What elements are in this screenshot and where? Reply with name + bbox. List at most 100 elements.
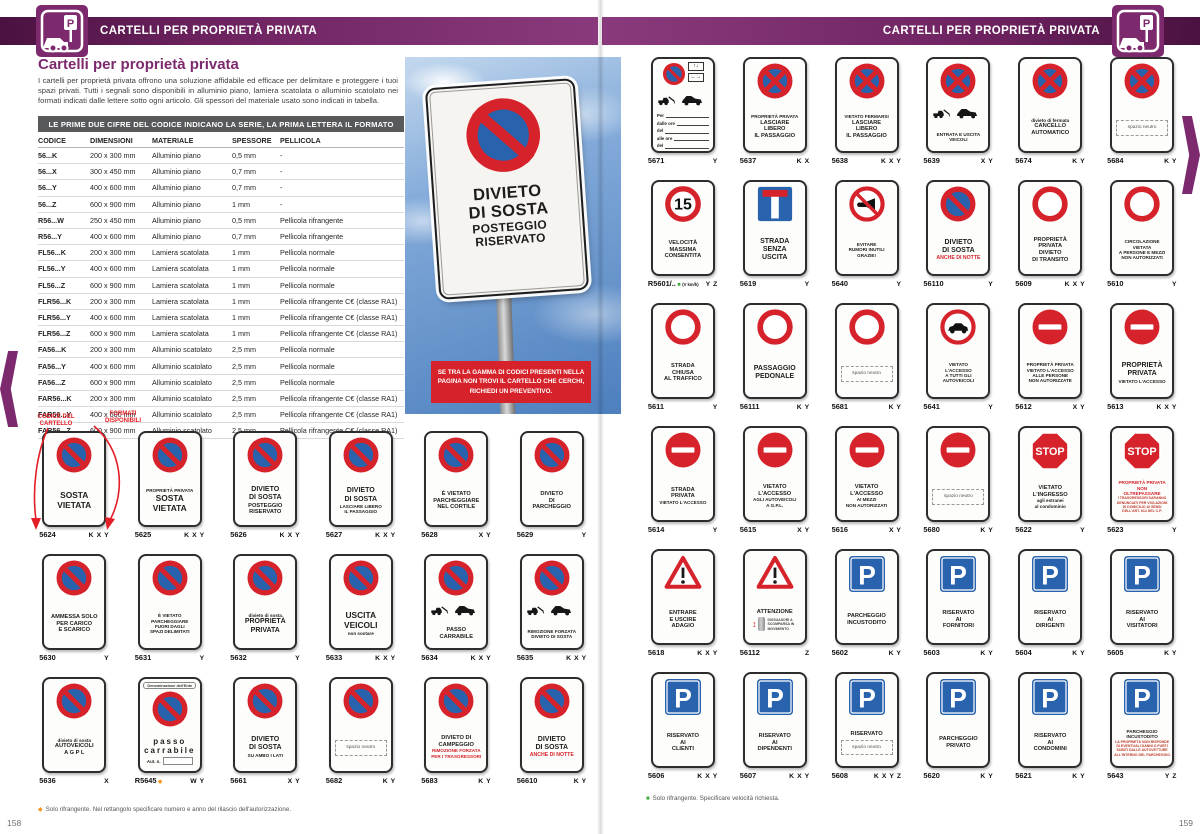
- sign-formats: Z: [804, 650, 810, 657]
- spec-cell: -: [280, 196, 404, 213]
- np-sign-icon: [533, 559, 571, 602]
- spec-cell: Pellicola rifrangente C€ (classe RA1): [280, 293, 404, 310]
- sign-line: DIVIETO: [251, 486, 280, 494]
- sign-text: spazio neutro: [839, 351, 895, 395]
- sign-code-row: 5682 K Y: [326, 776, 396, 785]
- sign-card: EVITARE RUMORI INUTILI GRAZIE! 5640 Y: [828, 180, 906, 303]
- sign-text: divieto di fermata CANCELLO AUTOMATICO: [1022, 105, 1078, 149]
- sign-line: USCITA: [761, 254, 788, 262]
- nx-sign-icon: [1031, 62, 1069, 105]
- fill-in-line: del: [657, 143, 709, 148]
- sign-line: VIETATO FERMARSI: [844, 114, 889, 120]
- park-sign-icon: P: [663, 677, 703, 722]
- svg-text:P: P: [1041, 683, 1059, 713]
- spec-cell: Alluminio piano: [152, 163, 232, 181]
- sign-face: EVITARE RUMORI INUTILI GRAZIE!: [834, 180, 899, 276]
- sign-line: VISITATORI: [1126, 623, 1158, 630]
- sign-text: spazio neutro: [930, 474, 986, 518]
- sign-line: PROPRIETÀ PRIVATA: [1118, 480, 1166, 486]
- sign-line: PER CARICO: [56, 620, 93, 627]
- sign-code-row: R5645 ◆ W Y: [135, 776, 205, 785]
- sign-code: 56610: [516, 776, 538, 785]
- sign-formats: Y: [295, 655, 301, 662]
- sign-line: al condominio: [1034, 503, 1066, 509]
- sign-card: SOSTA VIETATA 5624 K X Y: [35, 431, 114, 554]
- sign-code-row: 5606 K X Y: [648, 771, 718, 780]
- sign-text: spazio neutro: [333, 725, 389, 769]
- sign-card: STOP PROPRIETÀ PRIVATA NON OLTREPASSARE I TR…: [1103, 426, 1181, 549]
- sign-face: P PARCHEGGIO PRIVATO: [926, 672, 991, 768]
- sign-code-row: 5607 K X Y: [740, 771, 810, 780]
- sign-card: DIVIETO DI SOSTA LASCIARE LIBERO IL PASSAGG…: [322, 431, 401, 554]
- sign-text: ENTRATA E USCITA VEICOLI: [930, 125, 986, 149]
- sign-code-group: 5609: [1015, 279, 1031, 288]
- sign-formats: K X Y: [789, 773, 810, 780]
- sign-formats: K X: [796, 158, 810, 165]
- sign-line: È VIETATO: [158, 613, 182, 619]
- spec-cell: 56...X: [38, 163, 90, 181]
- sign-code-group: 5619: [740, 279, 756, 288]
- sign-card: PASSO CARRABILE 5634 K X Y: [417, 554, 496, 677]
- sign-code-row: 5616 X Y: [832, 525, 902, 534]
- sign-formats: Y: [1171, 527, 1178, 534]
- spec-table-row: R56...Y 400 x 600 mm Alluminio piano 0,7 mm…: [38, 228, 404, 246]
- sign-line: A G.P.L.: [766, 502, 784, 508]
- sign-face: spazio neutro: [1110, 57, 1175, 153]
- sign-line: SUBITI DALLE AUTOVETTURE: [1116, 748, 1168, 753]
- sign-code-row: 5614 Y: [648, 525, 718, 534]
- tow-truck-icon: [657, 93, 709, 111]
- sign-text: VIETATO FERMARSI LASCIARE LIBERO IL PASSAGG…: [839, 105, 895, 149]
- sign-code-group: 5614: [648, 525, 664, 534]
- sign-code: 5609: [1015, 279, 1032, 288]
- sign-face: SOSTA VIETATA: [42, 431, 107, 527]
- sign-face: DIVIETO DI CAMPEGGIO RIMOZIONE FORZATA PER …: [424, 677, 489, 773]
- sign-formats: Y: [1171, 281, 1178, 288]
- sign-code: 5634: [421, 653, 438, 662]
- sign-code-group: 5611: [648, 402, 664, 411]
- sign-line: ANCHE DI NOTTE: [936, 255, 981, 262]
- sign-line: PASSAGGIO: [753, 364, 796, 372]
- sign-formats: K X Y: [1064, 281, 1086, 288]
- sign-line: DIVIETO: [251, 736, 280, 744]
- sign-code-group: 5602: [832, 648, 848, 657]
- sign-face: AMMESSA SOLO PER CARICO E SCARICO: [42, 554, 107, 650]
- sign-line: VEICOLI: [343, 620, 378, 631]
- sign-formats: Y: [712, 158, 718, 165]
- sign-code-group: 5625: [135, 530, 151, 539]
- sign-face: P RISERVATO AI CLIENTI: [650, 672, 715, 768]
- sign-text: PROPRIETÀ PRIVATA DIVIETO DI TRANSITO: [1022, 228, 1078, 272]
- np-sign-icon: [55, 682, 93, 725]
- sign-line: CANCELLO: [1034, 122, 1067, 129]
- sign-card: DIVIETO DI SOSTA ANCHE DI NOTTE 56110 Y: [920, 180, 998, 303]
- ne-sign-icon: [1031, 308, 1069, 351]
- sign-text: PASSO CARRABILE: [428, 622, 484, 646]
- sign-text: divieto di sosta PROPRIETÀ PRIVATA: [237, 602, 293, 646]
- sign-formats: Y Z: [705, 281, 718, 288]
- sign-code-row: 5624 K X Y: [39, 530, 109, 539]
- sign-face: P RISERVATO AI VISITATORI: [1110, 549, 1175, 645]
- sign-line: DI SOSTA: [535, 743, 569, 751]
- sign-face: RIMOZIONE FORZATA DIVIETO DI SOSTA: [519, 554, 584, 650]
- sign-face: VIETATO L'ACCESSO A TUTTI GLI AUTOVEICOLI: [926, 303, 991, 399]
- sign-line: CAMPEGGIO: [438, 741, 474, 748]
- np-sign-icon: [533, 682, 571, 725]
- sign-card: PROPRIETÀ PRIVATA VIETATO L'ACCESSO 5613 K X…: [1103, 303, 1181, 426]
- sign-line: DENUNCIATI PER VIOLAZIONI: [1116, 500, 1168, 505]
- sign-code-group: R5645 ◆: [135, 776, 163, 785]
- nx-sign-icon: [1123, 62, 1161, 105]
- sign-text: DIVIETO DI SOSTA ANCHE DI NOTTE: [930, 228, 986, 272]
- sign-line: RISERVATO: [666, 732, 699, 739]
- spec-cell: Lamiera scatolata: [152, 277, 232, 294]
- sign-formats: K X Y: [279, 532, 301, 539]
- sign-code: 5661: [230, 776, 247, 785]
- sign-text: ATTENZIONE ↕ DISSUASORI A SCOMPARSA IN MOV…: [747, 599, 803, 641]
- sign-code-group: 5618: [648, 648, 664, 657]
- spec-table-row: 56...Z 600 x 900 mm Alluminio piano 1 mm -: [38, 196, 404, 213]
- tow-truck-icon: [932, 106, 984, 124]
- warn-sign-icon: [663, 554, 703, 599]
- spec-cell: 1 mm: [232, 309, 280, 327]
- sign-line: NEL CORTILE: [437, 504, 476, 511]
- sign-code-group: 5605: [1107, 648, 1123, 657]
- spec-cell: 300 x 450 mm: [90, 163, 152, 181]
- sign-line: PROPRIETÀ PRIVATA: [1026, 362, 1074, 368]
